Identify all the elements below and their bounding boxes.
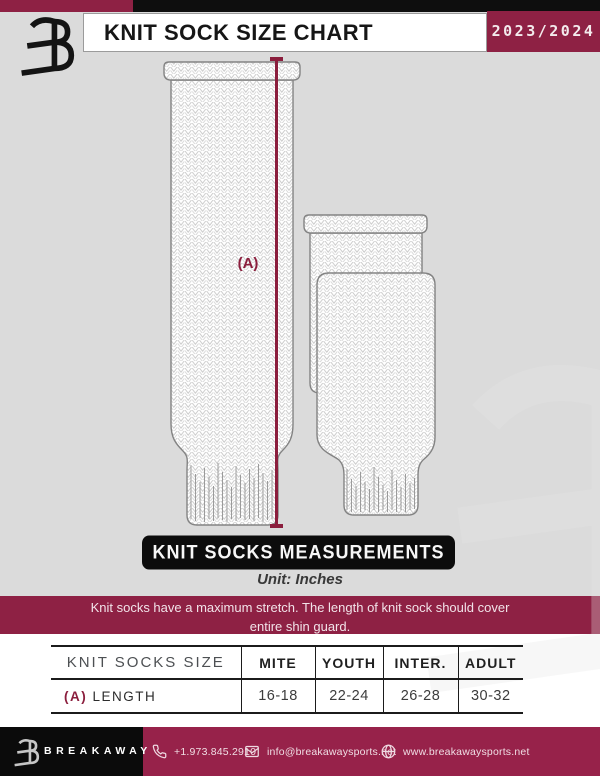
footer-breakaway-logo-icon bbox=[12, 737, 40, 772]
stretch-note-text: Knit socks have a maximum stretch. The l… bbox=[0, 596, 600, 636]
footer-brand-name: BREAKAWAY bbox=[44, 745, 152, 757]
length-adult: 30-32 bbox=[457, 679, 523, 713]
footer-phone-text: +1.973.845.2910 bbox=[174, 745, 257, 758]
col-header-mite: MITE bbox=[240, 646, 315, 679]
phone-icon bbox=[152, 744, 167, 759]
size-table: KNIT SOCKS SIZE MITE YOUTH INTER. ADULT … bbox=[51, 645, 523, 714]
length-mite: 16-18 bbox=[240, 679, 315, 713]
unit-label: Unit: Inches bbox=[257, 571, 343, 588]
length-row-name: LENGTH bbox=[92, 688, 157, 704]
logo-top-hook bbox=[29, 17, 56, 29]
size-table-header-row: KNIT SOCKS SIZE MITE YOUTH INTER. ADULT bbox=[51, 646, 523, 679]
length-row: (A) LENGTH 16-18 22-24 26-28 30-32 bbox=[51, 679, 523, 713]
season-badge: 2023/2024 bbox=[487, 11, 600, 52]
footer-phone-link[interactable]: +1.973.845.2910 bbox=[152, 727, 256, 776]
stretch-note-banner: Knit socks have a maximum stretch. The l… bbox=[0, 596, 600, 634]
length-row-key: (A) bbox=[64, 688, 88, 704]
footer-brand-block: BREAKAWAY bbox=[0, 727, 147, 776]
page-title: KNIT SOCK SIZE CHART bbox=[83, 13, 487, 52]
footer-email-link[interactable]: info@breakawaysports.net bbox=[244, 727, 396, 776]
footer: BREAKAWAY +1.973.845.2910 info@breakaway… bbox=[0, 727, 600, 776]
measure-label-a: (A) bbox=[237, 255, 259, 272]
measurements-banner: KNIT SOCKS MEASUREMENTS bbox=[142, 535, 455, 570]
col-header-adult: ADULT bbox=[457, 646, 523, 679]
logo-bottom-bowl bbox=[21, 39, 75, 76]
length-row-label: (A) LENGTH bbox=[51, 679, 241, 713]
globe-icon bbox=[381, 744, 396, 759]
stretch-note-line2: entire shin guard. bbox=[249, 619, 351, 634]
measure-tick-bottom bbox=[270, 524, 283, 528]
top-strip-maroon bbox=[0, 0, 133, 12]
length-youth: 22-24 bbox=[314, 679, 383, 713]
watermark-b-icon bbox=[398, 345, 600, 696]
footer-website-link[interactable]: www.breakawaysports.net bbox=[381, 727, 530, 776]
measure-line-a bbox=[275, 60, 278, 526]
col-header-inter: INTER. bbox=[382, 646, 458, 679]
footer-website-text: www.breakawaysports.net bbox=[403, 745, 530, 758]
large-sock-illustration bbox=[163, 60, 301, 530]
stretch-note-line1: Knit socks have a maximum stretch. The l… bbox=[90, 600, 510, 615]
footer-email-text: info@breakawaysports.net bbox=[267, 745, 397, 758]
top-strip-black bbox=[133, 0, 600, 12]
table-section: KNIT SOCKS SIZE MITE YOUTH INTER. ADULT … bbox=[0, 634, 600, 727]
col-header-knit-socks-size: KNIT SOCKS SIZE bbox=[66, 654, 225, 671]
small-sock-illustration bbox=[316, 271, 437, 519]
length-inter: 26-28 bbox=[382, 679, 458, 713]
envelope-icon bbox=[245, 745, 259, 758]
col-header-youth: YOUTH bbox=[314, 646, 383, 679]
breakaway-logo-icon bbox=[16, 13, 76, 77]
measure-tick-top bbox=[270, 57, 283, 61]
